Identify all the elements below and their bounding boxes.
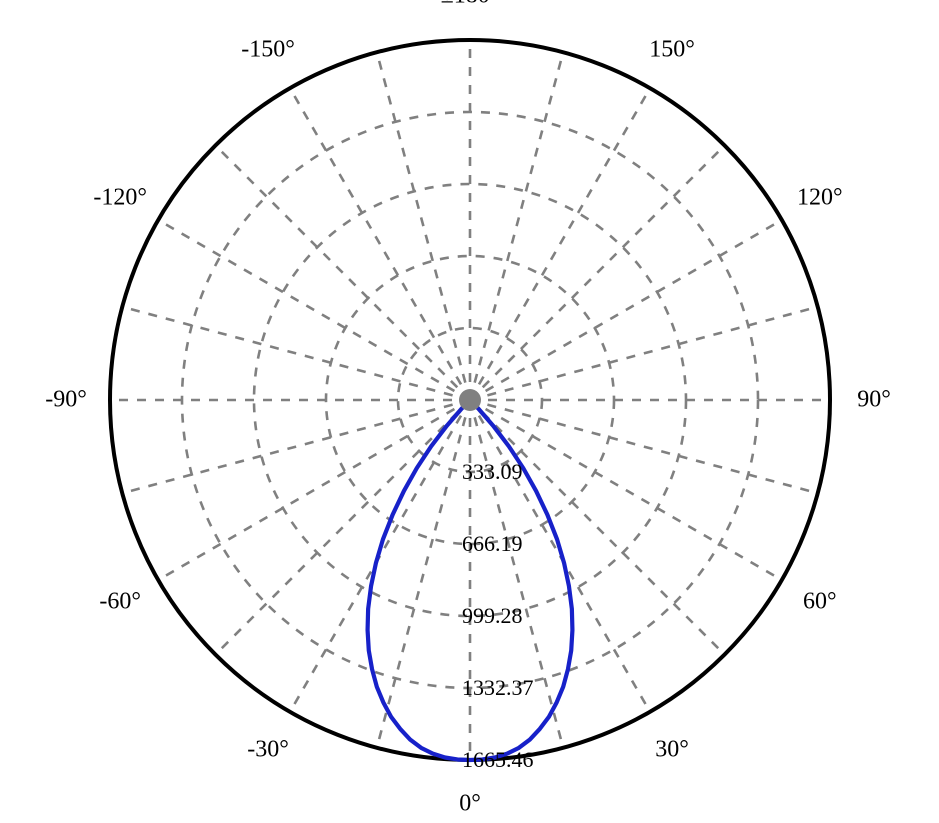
angle-label: ±180° (441, 0, 500, 10)
angle-label: -90° (45, 387, 87, 414)
angle-label: -150° (241, 37, 295, 64)
angle-label: 90° (857, 387, 891, 414)
angle-label: 150° (649, 37, 695, 64)
angle-label: -30° (247, 736, 289, 763)
angle-label: 120° (797, 185, 843, 212)
radial-label: 1332.37 (462, 675, 534, 701)
radial-label: 333.09 (462, 459, 523, 485)
radial-label: 999.28 (462, 603, 523, 629)
radial-label: 666.19 (462, 531, 523, 557)
radial-label: 1665.46 (462, 747, 534, 773)
angle-label: -120° (93, 185, 147, 212)
polar-chart: 0° 30° 60° 90° 120° 150° ±180° -150° -120° -90° -6… (0, 0, 939, 823)
angle-label: 30° (655, 736, 689, 763)
angle-label: 0° (459, 791, 481, 818)
angle-label: 60° (803, 589, 837, 616)
angle-label: -60° (99, 589, 141, 616)
